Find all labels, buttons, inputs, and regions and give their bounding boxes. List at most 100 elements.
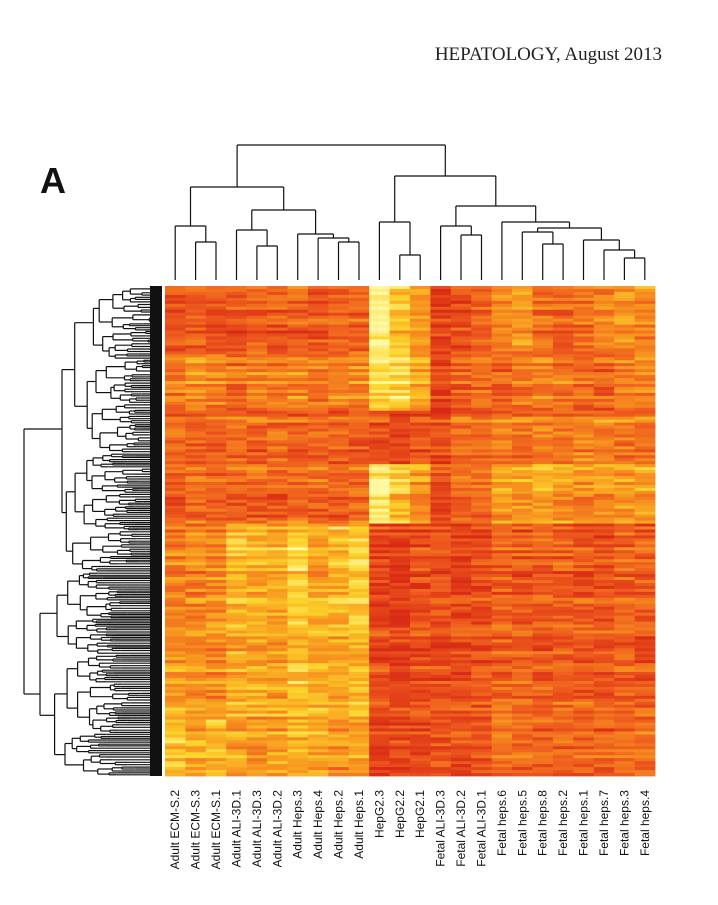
heatmap-cell bbox=[552, 550, 574, 554]
heatmap-cell bbox=[205, 615, 227, 620]
heatmap-cell bbox=[450, 713, 472, 718]
heatmap-cell bbox=[552, 342, 574, 346]
heatmap-cell bbox=[573, 303, 595, 308]
heatmap-cell bbox=[226, 695, 248, 700]
heatmap-cell bbox=[246, 734, 268, 738]
heatmap-cell bbox=[471, 588, 493, 593]
heatmap-cell bbox=[614, 678, 635, 682]
heatmap-cell bbox=[369, 737, 390, 741]
heatmap-cell bbox=[226, 761, 248, 765]
heatmap-cell bbox=[593, 386, 615, 391]
heatmap-cell bbox=[205, 309, 227, 314]
heatmap-cell bbox=[410, 686, 431, 691]
heatmap-cell bbox=[185, 648, 207, 652]
heatmap-cell bbox=[287, 458, 309, 462]
heatmap-cell bbox=[410, 303, 431, 308]
heatmap-cell bbox=[165, 600, 186, 605]
heatmap-cell bbox=[389, 580, 411, 584]
heatmap-cell bbox=[512, 321, 533, 326]
heatmap-cell bbox=[369, 689, 390, 694]
heatmap-cell bbox=[205, 740, 227, 744]
heatmap-cell bbox=[552, 461, 574, 465]
heatmap-cell bbox=[532, 761, 554, 765]
heatmap-cell bbox=[593, 363, 615, 367]
heatmap-cell bbox=[267, 728, 288, 732]
heatmap-cell bbox=[287, 398, 309, 403]
heatmap-cell bbox=[328, 404, 350, 409]
heatmap-cell bbox=[205, 300, 227, 305]
heatmap-cell bbox=[267, 541, 288, 545]
heatmap-cell bbox=[369, 734, 390, 738]
heatmap-cell bbox=[165, 294, 186, 299]
heatmap-cell bbox=[267, 609, 288, 614]
heatmap-cell bbox=[430, 686, 452, 691]
heatmap-cell bbox=[552, 678, 574, 682]
heatmap-cell bbox=[471, 318, 493, 323]
heatmap-cell bbox=[552, 449, 574, 453]
heatmap-cell bbox=[450, 761, 472, 765]
heatmap-cell bbox=[450, 303, 472, 308]
heatmap-cell bbox=[471, 458, 493, 462]
heatmap-cell bbox=[410, 621, 431, 625]
heatmap-cell bbox=[491, 401, 513, 406]
heatmap-cell bbox=[532, 710, 554, 715]
heatmap-cell bbox=[593, 508, 615, 513]
heatmap-cell bbox=[287, 449, 309, 453]
heatmap-cell bbox=[512, 520, 533, 524]
heatmap-cell bbox=[430, 520, 452, 524]
heatmap-cell bbox=[246, 434, 268, 438]
heatmap-cell bbox=[369, 493, 390, 498]
heatmap-cell bbox=[491, 728, 513, 732]
heatmap-cell bbox=[450, 354, 472, 358]
heatmap-cell bbox=[205, 704, 227, 709]
heatmap-cell bbox=[430, 375, 452, 379]
heatmap-cell bbox=[165, 553, 186, 557]
heatmap-cell bbox=[430, 288, 452, 293]
heatmap-cell bbox=[614, 386, 635, 391]
heatmap-cell bbox=[389, 381, 411, 385]
heatmap-cell bbox=[328, 636, 350, 640]
heatmap-cell bbox=[450, 618, 472, 622]
heatmap-cell bbox=[307, 577, 329, 581]
heatmap-cell bbox=[205, 315, 227, 320]
heatmap-cell bbox=[165, 345, 186, 349]
heatmap-cell bbox=[593, 419, 615, 424]
heatmap-cell bbox=[389, 419, 411, 424]
heatmap-cell bbox=[165, 565, 186, 569]
heatmap-cell bbox=[450, 336, 472, 340]
heatmap-cell bbox=[430, 544, 452, 548]
heatmap-cell bbox=[226, 348, 248, 352]
heatmap-cell bbox=[471, 482, 493, 486]
heatmap-cell bbox=[471, 559, 493, 563]
heatmap-cell bbox=[185, 437, 207, 441]
heatmap-cell bbox=[532, 526, 554, 530]
heatmap-cell bbox=[552, 734, 574, 738]
heatmap-cell bbox=[634, 529, 656, 533]
heatmap-cell bbox=[430, 452, 452, 456]
heatmap-cell bbox=[226, 511, 248, 516]
heatmap-cell bbox=[389, 746, 411, 750]
heatmap-cell bbox=[532, 395, 554, 400]
heatmap-cell bbox=[532, 517, 554, 522]
heatmap-cell bbox=[205, 288, 227, 293]
heatmap-cell bbox=[532, 734, 554, 738]
heatmap-cell bbox=[634, 615, 656, 620]
heatmap-cell bbox=[307, 520, 329, 524]
heatmap-cell bbox=[267, 517, 288, 522]
heatmap-cell bbox=[512, 330, 533, 334]
heatmap-cell bbox=[307, 286, 329, 290]
heatmap-cell bbox=[389, 743, 411, 747]
heatmap-cell bbox=[471, 523, 493, 527]
heatmap-cell bbox=[573, 369, 595, 373]
heatmap-cell bbox=[369, 529, 390, 533]
heatmap-cell bbox=[389, 574, 411, 578]
heatmap-cell bbox=[246, 321, 268, 326]
heatmap-cell bbox=[450, 627, 472, 631]
heatmap-cell bbox=[614, 556, 635, 560]
column-label: Fetal ALI-3D.2 bbox=[454, 790, 468, 867]
heatmap-cell bbox=[307, 493, 329, 498]
heatmap-cell bbox=[552, 309, 574, 314]
heatmap-cell bbox=[267, 523, 288, 527]
heatmap-cell bbox=[450, 633, 472, 637]
heatmap-cell bbox=[165, 550, 186, 554]
